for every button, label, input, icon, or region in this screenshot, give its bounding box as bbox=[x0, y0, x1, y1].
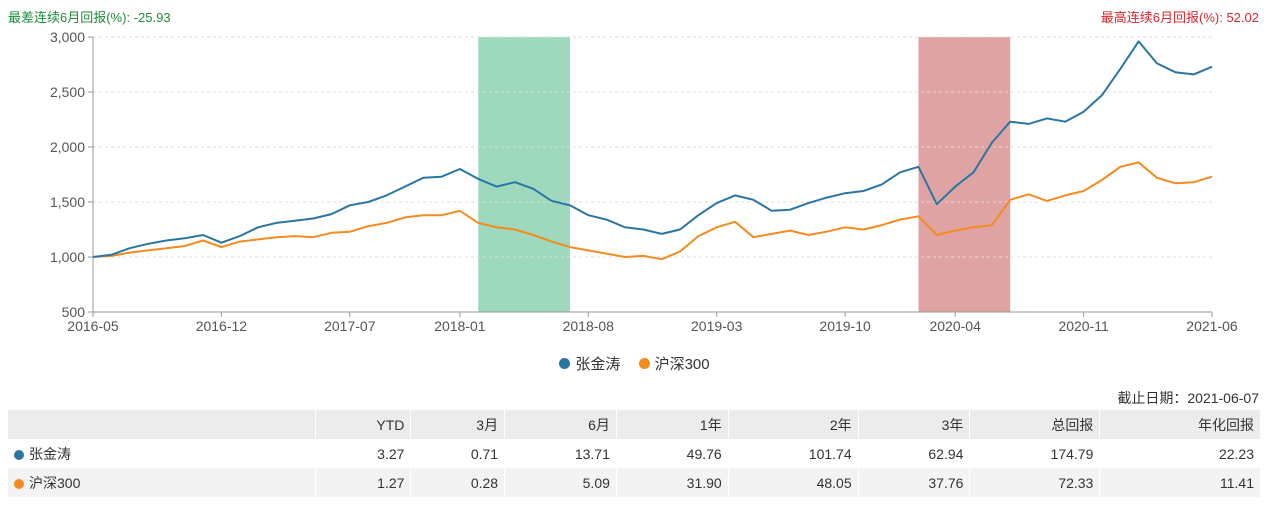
table-header-name bbox=[8, 410, 316, 439]
table-cell: 49.76 bbox=[616, 439, 729, 468]
y-tick-label: 1,500 bbox=[50, 194, 85, 210]
best-6m-return-value: 52.02 bbox=[1226, 10, 1259, 25]
table-row-name: 张金涛 bbox=[8, 439, 316, 468]
nav-line-chart: 500 1,000 1,500 2,000 2,500 3,000 2016-05 2016-… bbox=[50, 29, 1238, 334]
worst-6m-return-value: -25.93 bbox=[133, 10, 171, 25]
y-tick-label: 2,000 bbox=[50, 139, 85, 155]
legend-fund-label: 张金涛 bbox=[575, 356, 621, 373]
y-tick-label: 500 bbox=[62, 304, 86, 320]
index-series-line bbox=[92, 161, 1213, 261]
table-cell: 1.27 bbox=[315, 468, 412, 497]
y-tick-label: 3,000 bbox=[50, 29, 85, 45]
table-cell: 174.79 bbox=[969, 439, 1101, 468]
table-cell: 0.28 bbox=[410, 468, 506, 497]
table-cell: 37.76 bbox=[858, 468, 971, 497]
legend-item-fund[interactable]: 张金涛 bbox=[559, 353, 620, 374]
x-tick-label: 2020-11 bbox=[1058, 318, 1109, 334]
table-header-6m: 6月 bbox=[504, 410, 617, 439]
table-header-total: 总回报 bbox=[969, 410, 1101, 439]
index-dot-icon bbox=[14, 478, 24, 489]
table-row-name-text: 沪深300 bbox=[29, 474, 81, 491]
fund-series-line bbox=[92, 40, 1213, 258]
table-cell: 62.94 bbox=[858, 439, 971, 468]
legend-item-index[interactable]: 沪深300 bbox=[638, 353, 710, 374]
table-cell: 0.71 bbox=[410, 439, 506, 468]
x-tick-label: 2019-10 bbox=[819, 318, 871, 334]
legend-index-dot-icon bbox=[638, 358, 650, 369]
table-cell: 101.74 bbox=[728, 439, 859, 468]
y-tick-label: 2,500 bbox=[50, 84, 85, 100]
table-cell: 31.90 bbox=[616, 468, 729, 497]
x-tick-label: 2016-05 bbox=[67, 318, 119, 334]
table-header-3y: 3年 bbox=[858, 410, 971, 439]
table-row: 沪深300 1.27 0.28 5.09 31.90 48.05 37.76 7… bbox=[8, 468, 1261, 497]
x-tick-label: 2018-08 bbox=[563, 318, 615, 334]
table-cell: 5.09 bbox=[504, 468, 617, 497]
table-cell: 72.33 bbox=[969, 468, 1101, 497]
table-cell: 22.23 bbox=[1099, 439, 1261, 468]
table-header-1y: 1年 bbox=[616, 410, 729, 439]
x-tick-label: 2020-04 bbox=[929, 318, 981, 334]
table-cell: 3.27 bbox=[315, 439, 412, 468]
as-of-date: 截止日期：2021-06-07 bbox=[1117, 390, 1259, 406]
x-tick-label: 2019-03 bbox=[691, 318, 743, 334]
worst-6m-return: 最差连续6月回报(%): -25.93 bbox=[8, 10, 171, 25]
table-cell: 48.05 bbox=[728, 468, 859, 497]
table-cell: 13.71 bbox=[504, 439, 617, 468]
x-tick-label: 2017-07 bbox=[324, 318, 376, 334]
table-header-annualized: 年化回报 bbox=[1099, 410, 1261, 439]
table-row-name-text: 张金涛 bbox=[29, 445, 71, 462]
performance-table: YTD 3月 6月 1年 2年 3年 总回报 年化回报 张金涛 3.27 0.7… bbox=[8, 410, 1261, 497]
best-6m-return-label: 最高连续6月回报(%) bbox=[1100, 10, 1220, 25]
chart-legend: 张金涛 沪深300 bbox=[0, 353, 1269, 374]
worst-period-band bbox=[478, 37, 570, 312]
y-tick-label: 1,000 bbox=[50, 249, 85, 265]
table-row: 张金涛 3.27 0.71 13.71 49.76 101.74 62.94 1… bbox=[8, 439, 1261, 468]
best-6m-return: 最高连续6月回报(%): 52.02 bbox=[1100, 10, 1259, 25]
legend-fund-dot-icon bbox=[559, 358, 571, 369]
x-tick-label: 2021-06 bbox=[1186, 318, 1238, 334]
x-tick-label: 2016-12 bbox=[196, 318, 248, 334]
best-period-band bbox=[918, 37, 1011, 312]
table-header-2y: 2年 bbox=[728, 410, 859, 439]
x-tick-label: 2018-01 bbox=[434, 318, 486, 334]
table-header-3m: 3月 bbox=[410, 410, 506, 439]
fund-dot-icon bbox=[14, 449, 24, 460]
table-header-row: YTD 3月 6月 1年 2年 3年 总回报 年化回报 bbox=[8, 410, 1261, 439]
worst-6m-return-label: 最差连续6月回报(%) bbox=[8, 10, 127, 25]
legend-index-label: 沪深300 bbox=[654, 356, 710, 373]
table-row-name: 沪深300 bbox=[8, 468, 316, 497]
table-header-ytd: YTD bbox=[315, 410, 412, 439]
table-cell: 11.41 bbox=[1099, 468, 1261, 497]
